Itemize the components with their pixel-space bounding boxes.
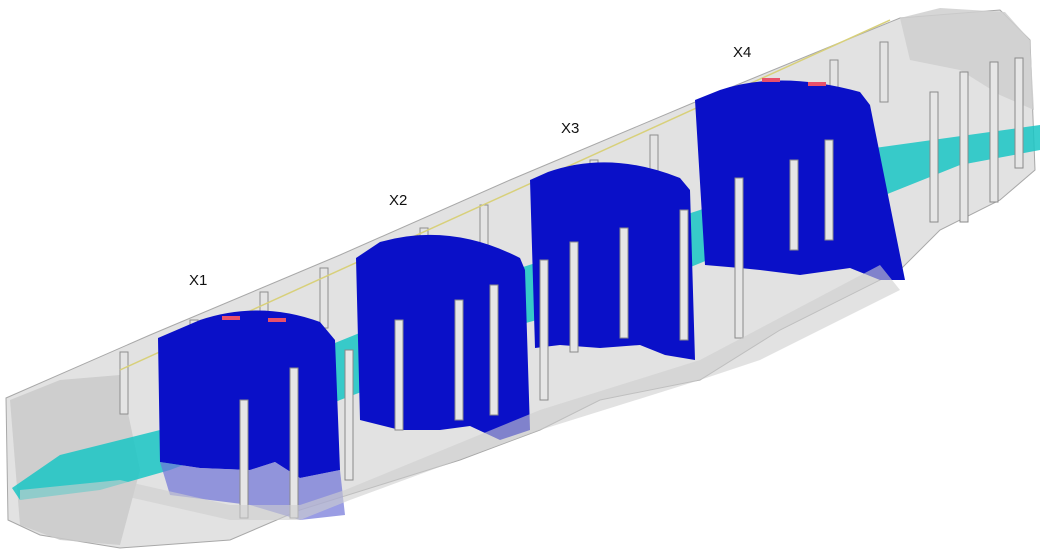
cross-section-x1 — [158, 310, 345, 520]
undercarriage — [20, 265, 900, 520]
cross-section-x4 — [695, 78, 905, 280]
cross-section-x2 — [356, 234, 530, 440]
car-shell-nose-right — [900, 8, 1034, 110]
cross-section-x3 — [530, 162, 695, 360]
section-label-x1: X1 — [189, 272, 208, 289]
section-label-x3: X3 — [561, 120, 580, 137]
section-label-x4: X4 — [733, 44, 752, 61]
section-label-x2: X2 — [389, 192, 408, 209]
near-wall-pillars — [239, 57, 1024, 519]
